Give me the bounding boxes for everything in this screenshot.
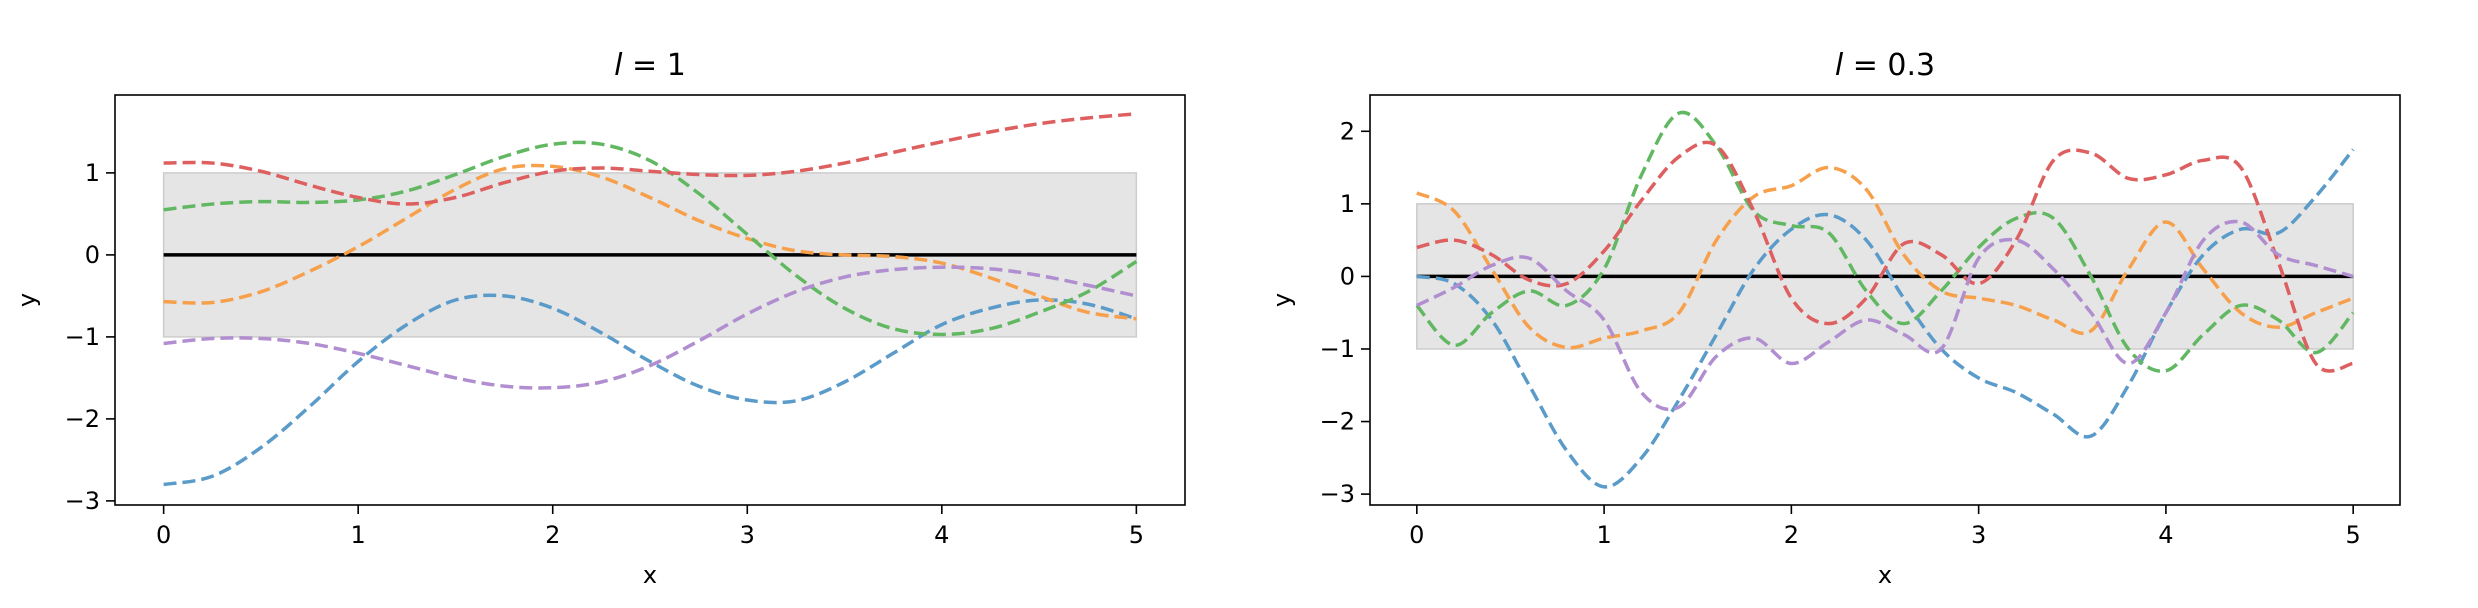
x-tick-label: 3 (740, 521, 755, 549)
title-value: = 1 (623, 48, 686, 83)
sample-line-3 (1415, 110, 2355, 373)
y-tick-label: −3 (1320, 480, 1355, 508)
subplot-length-scale-0-3: 0 1 2 3 4 5 −3 −2 −1 0 1 2 x y l = 0.3 (1268, 48, 2401, 589)
sample-line-2 (163, 163, 1137, 321)
x-tick-label: 2 (545, 521, 560, 549)
y-tick-label: −1 (65, 323, 100, 351)
y-axis-label: y (13, 293, 41, 307)
x-tick-label: 5 (2346, 521, 2361, 549)
y-tick-label: 1 (85, 159, 100, 187)
y-tick-label: 1 (1340, 190, 1355, 218)
y-tick-label: −2 (65, 405, 100, 433)
subplot-length-scale-1: 0 1 2 3 4 5 −3 −2 −1 0 1 x y l = 1 (13, 48, 1186, 589)
y-tick-label: −1 (1320, 335, 1355, 363)
x-axis-label: x (1878, 561, 1892, 589)
title-variable: l (614, 48, 623, 83)
y-tick-label: 0 (85, 241, 100, 269)
sample-line-4 (1416, 140, 2354, 373)
y-tick-label: 0 (1340, 262, 1355, 290)
axes-frame (114, 94, 1186, 506)
x-tick-label: 0 (156, 521, 171, 549)
plot-area (162, 112, 1138, 487)
sample-line-2 (1416, 165, 2354, 350)
title-variable: l (1835, 48, 1844, 83)
x-tick-label: 4 (934, 521, 949, 549)
x-tick-label: 3 (1971, 521, 1986, 549)
sample-line-1 (163, 293, 1137, 487)
y-tick-label: −2 (1320, 408, 1355, 436)
x-tick-label: 5 (1129, 521, 1144, 549)
x-tick-label: 2 (1784, 521, 1799, 549)
y-tick-label: 2 (1340, 117, 1355, 145)
y-axis-label: y (1268, 293, 1296, 307)
chart-title: l = 1 (614, 48, 686, 83)
y-tick-label: −3 (65, 487, 100, 515)
axes-frame (1369, 94, 2401, 506)
x-tick-label: 0 (1409, 521, 1424, 549)
sample-line-5 (163, 265, 1137, 390)
sample-line-3 (163, 140, 1138, 337)
x-tick-label: 1 (1596, 521, 1611, 549)
chart-title: l = 0.3 (1835, 48, 1935, 83)
x-tick-label: 1 (351, 521, 366, 549)
plot-area (1415, 110, 2355, 489)
sample-line-4 (163, 112, 1137, 206)
title-value: = 0.3 (1843, 48, 1935, 83)
x-axis-label: x (643, 561, 657, 589)
x-tick-label: 4 (2158, 521, 2173, 549)
sample-line-1 (1416, 148, 2355, 489)
sample-line-5 (1416, 219, 2354, 412)
